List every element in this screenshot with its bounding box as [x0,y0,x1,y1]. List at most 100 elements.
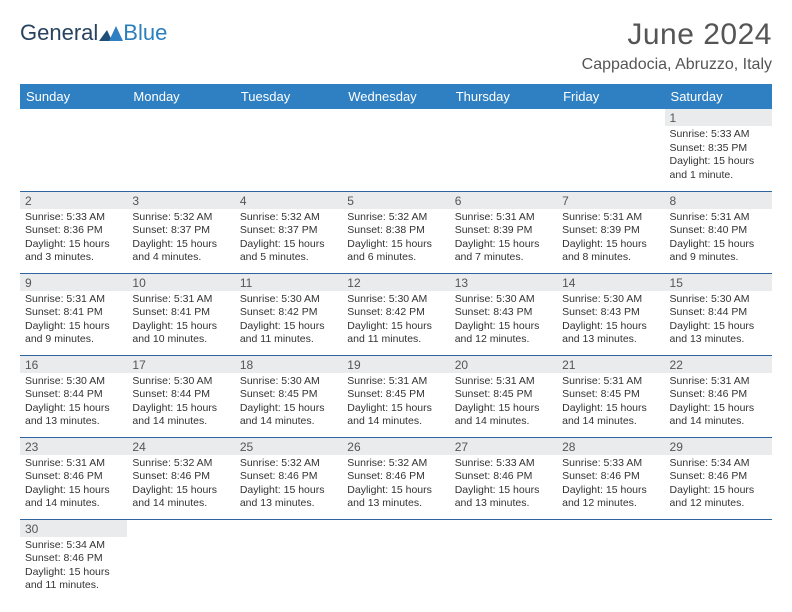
day-body: Sunrise: 5:32 AMSunset: 8:37 PMDaylight:… [235,209,342,269]
sunrise-text: Sunrise: 5:30 AM [240,293,337,307]
sunset-text: Sunset: 8:41 PM [25,306,122,320]
day-number: 26 [342,438,449,455]
sunrise-text: Sunrise: 5:33 AM [670,128,767,142]
sunset-text: Sunset: 8:43 PM [562,306,659,320]
calendar-cell: 30Sunrise: 5:34 AMSunset: 8:46 PMDayligh… [20,519,127,601]
calendar-cell [20,109,127,191]
day-number: 11 [235,274,342,291]
day-number: 5 [342,192,449,209]
calendar-row: 9Sunrise: 5:31 AMSunset: 8:41 PMDaylight… [20,273,772,355]
sunrise-text: Sunrise: 5:31 AM [455,375,552,389]
calendar-body: 1Sunrise: 5:33 AMSunset: 8:35 PMDaylight… [20,109,772,601]
day-body: Sunrise: 5:33 AMSunset: 8:36 PMDaylight:… [20,209,127,269]
day-body: Sunrise: 5:34 AMSunset: 8:46 PMDaylight:… [665,455,772,515]
daylight-text: Daylight: 15 hours and 12 minutes. [455,320,552,347]
sunrise-text: Sunrise: 5:30 AM [132,375,229,389]
daylight-text: Daylight: 15 hours and 13 minutes. [25,402,122,429]
sunrise-text: Sunrise: 5:30 AM [25,375,122,389]
day-number: 10 [127,274,234,291]
logo-text1: General [20,20,98,46]
day-body: Sunrise: 5:32 AMSunset: 8:46 PMDaylight:… [342,455,449,515]
sunrise-text: Sunrise: 5:33 AM [25,211,122,225]
day-body: Sunrise: 5:33 AMSunset: 8:35 PMDaylight:… [665,126,772,186]
day-number: 7 [557,192,664,209]
sunrise-text: Sunrise: 5:31 AM [25,457,122,471]
day-body: Sunrise: 5:31 AMSunset: 8:41 PMDaylight:… [127,291,234,351]
calendar-cell: 9Sunrise: 5:31 AMSunset: 8:41 PMDaylight… [20,273,127,355]
day-number: 24 [127,438,234,455]
sunset-text: Sunset: 8:45 PM [240,388,337,402]
daylight-text: Daylight: 15 hours and 11 minutes. [240,320,337,347]
daylight-text: Daylight: 15 hours and 14 minutes. [455,402,552,429]
sunset-text: Sunset: 8:45 PM [562,388,659,402]
calendar-cell [342,519,449,601]
day-body: Sunrise: 5:30 AMSunset: 8:42 PMDaylight:… [342,291,449,351]
day-number: 25 [235,438,342,455]
daylight-text: Daylight: 15 hours and 13 minutes. [670,320,767,347]
day-number: 14 [557,274,664,291]
day-number: 16 [20,356,127,373]
day-number: 27 [450,438,557,455]
sunset-text: Sunset: 8:44 PM [25,388,122,402]
daylight-text: Daylight: 15 hours and 7 minutes. [455,238,552,265]
logo: General Blue [20,20,167,46]
sunset-text: Sunset: 8:45 PM [347,388,444,402]
sunset-text: Sunset: 8:42 PM [240,306,337,320]
daylight-text: Daylight: 15 hours and 3 minutes. [25,238,122,265]
daylight-text: Daylight: 15 hours and 14 minutes. [25,484,122,511]
day-number: 29 [665,438,772,455]
calendar-cell: 15Sunrise: 5:30 AMSunset: 8:44 PMDayligh… [665,273,772,355]
sunrise-text: Sunrise: 5:31 AM [25,293,122,307]
daylight-text: Daylight: 15 hours and 13 minutes. [240,484,337,511]
daylight-text: Daylight: 15 hours and 14 minutes. [562,402,659,429]
calendar-cell: 23Sunrise: 5:31 AMSunset: 8:46 PMDayligh… [20,437,127,519]
calendar-row: 16Sunrise: 5:30 AMSunset: 8:44 PMDayligh… [20,355,772,437]
calendar-cell: 20Sunrise: 5:31 AMSunset: 8:45 PMDayligh… [450,355,557,437]
sunrise-text: Sunrise: 5:31 AM [562,375,659,389]
sunset-text: Sunset: 8:35 PM [670,142,767,156]
sunset-text: Sunset: 8:46 PM [25,552,122,566]
day-number: 6 [450,192,557,209]
daylight-text: Daylight: 15 hours and 13 minutes. [562,320,659,347]
page-subtitle: Cappadocia, Abruzzo, Italy [582,56,772,74]
sunrise-text: Sunrise: 5:32 AM [347,211,444,225]
daylight-text: Daylight: 15 hours and 13 minutes. [347,484,444,511]
sunset-text: Sunset: 8:43 PM [455,306,552,320]
day-number: 1 [665,109,772,126]
weekday-header: Wednesday [342,84,449,109]
daylight-text: Daylight: 15 hours and 11 minutes. [25,566,122,593]
sunrise-text: Sunrise: 5:30 AM [562,293,659,307]
calendar-table: SundayMondayTuesdayWednesdayThursdayFrid… [20,84,772,601]
day-body: Sunrise: 5:30 AMSunset: 8:43 PMDaylight:… [557,291,664,351]
daylight-text: Daylight: 15 hours and 4 minutes. [132,238,229,265]
sunset-text: Sunset: 8:42 PM [347,306,444,320]
calendar-cell: 4Sunrise: 5:32 AMSunset: 8:37 PMDaylight… [235,191,342,273]
calendar-cell [557,519,664,601]
daylight-text: Daylight: 15 hours and 1 minute. [670,155,767,182]
title-area: June 2024 Cappadocia, Abruzzo, Italy [582,18,772,74]
calendar-cell: 29Sunrise: 5:34 AMSunset: 8:46 PMDayligh… [665,437,772,519]
weekday-header: Tuesday [235,84,342,109]
day-number: 8 [665,192,772,209]
day-body: Sunrise: 5:31 AMSunset: 8:41 PMDaylight:… [20,291,127,351]
sunrise-text: Sunrise: 5:32 AM [240,211,337,225]
sunset-text: Sunset: 8:46 PM [132,470,229,484]
sunset-text: Sunset: 8:46 PM [562,470,659,484]
day-body: Sunrise: 5:31 AMSunset: 8:45 PMDaylight:… [342,373,449,433]
calendar-cell [127,109,234,191]
day-body: Sunrise: 5:33 AMSunset: 8:46 PMDaylight:… [450,455,557,515]
daylight-text: Daylight: 15 hours and 14 minutes. [670,402,767,429]
calendar-cell [235,109,342,191]
day-body: Sunrise: 5:32 AMSunset: 8:38 PMDaylight:… [342,209,449,269]
daylight-text: Daylight: 15 hours and 10 minutes. [132,320,229,347]
daylight-text: Daylight: 15 hours and 14 minutes. [132,484,229,511]
day-body: Sunrise: 5:34 AMSunset: 8:46 PMDaylight:… [20,537,127,597]
sunset-text: Sunset: 8:46 PM [670,470,767,484]
day-number: 20 [450,356,557,373]
weekday-header: Saturday [665,84,772,109]
calendar-cell: 2Sunrise: 5:33 AMSunset: 8:36 PMDaylight… [20,191,127,273]
sunset-text: Sunset: 8:46 PM [670,388,767,402]
sunset-text: Sunset: 8:46 PM [455,470,552,484]
sunrise-text: Sunrise: 5:31 AM [132,293,229,307]
sunset-text: Sunset: 8:46 PM [347,470,444,484]
